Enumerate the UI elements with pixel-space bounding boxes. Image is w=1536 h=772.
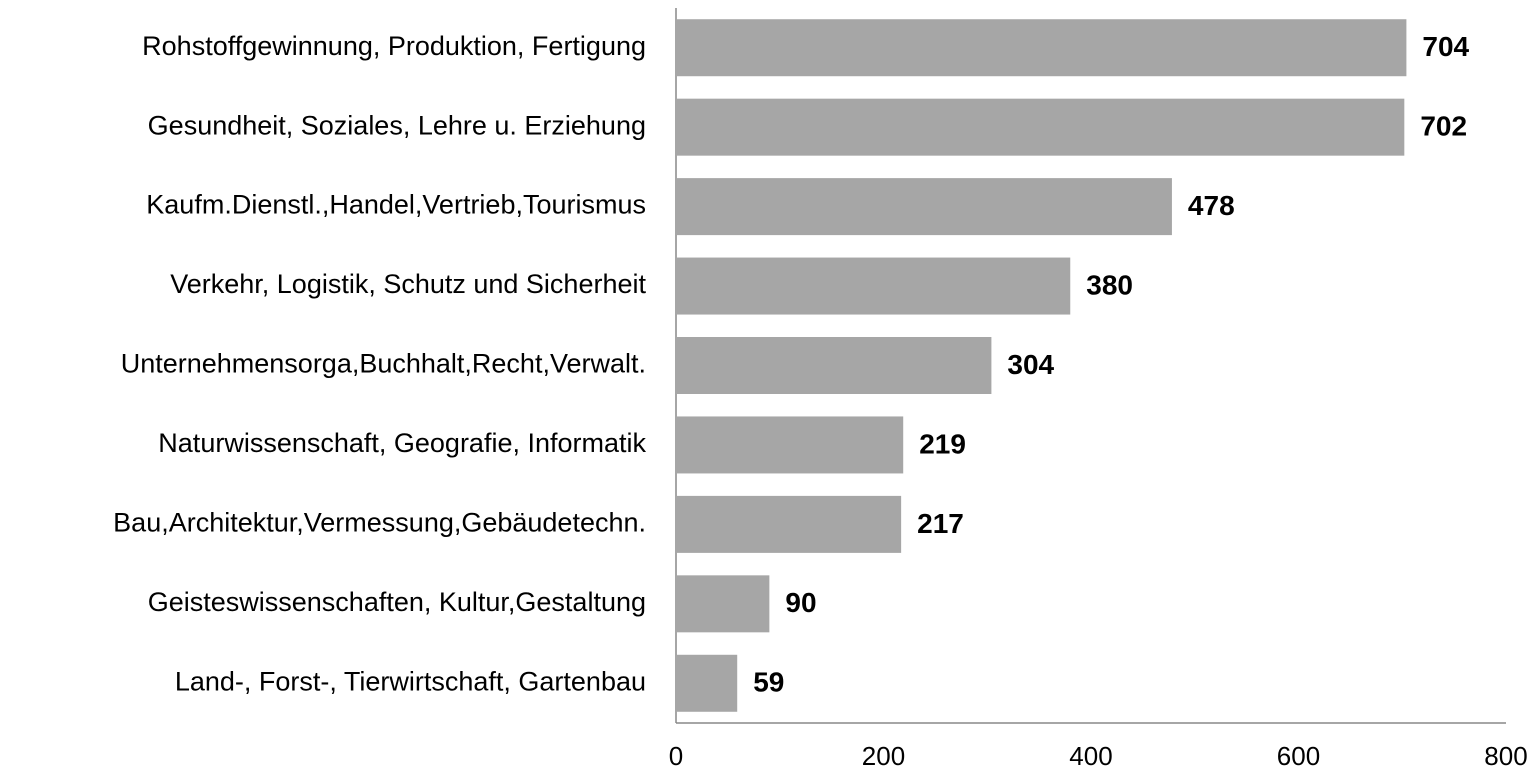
value-label: 304 xyxy=(1007,349,1054,380)
value-label: 59 xyxy=(753,667,784,698)
y-tick-label: Naturwissenschaft, Geografie, Informatik xyxy=(158,428,646,458)
y-tick-label: Kaufm.Dienstl.,Handel,Vertrieb,Tourismus xyxy=(146,190,646,220)
x-tick-label: 200 xyxy=(862,741,905,771)
x-tick-label: 600 xyxy=(1277,741,1320,771)
y-tick-label: Verkehr, Logistik, Schutz und Sicherheit xyxy=(170,269,646,299)
x-tick-label: 0 xyxy=(669,741,683,771)
value-label: 90 xyxy=(785,587,816,618)
value-label: 219 xyxy=(919,428,966,459)
bar xyxy=(676,575,770,633)
y-tick-label: Unternehmensorga,Buchhalt,Recht,Verwalt. xyxy=(121,349,646,379)
y-tick-label: Land-, Forst-, Tierwirtschaft, Gartenbau xyxy=(175,666,646,696)
y-tick-label: Gesundheit, Soziales, Lehre u. Erziehung xyxy=(148,110,646,140)
bar xyxy=(676,416,904,474)
value-label: 380 xyxy=(1086,269,1133,300)
bar xyxy=(676,654,738,712)
value-label: 704 xyxy=(1422,31,1469,62)
bar xyxy=(676,495,902,553)
value-label: 217 xyxy=(917,508,964,539)
y-tick-label: Geisteswissenschaften, Kultur,Gestaltung xyxy=(148,587,646,617)
x-tick-label: 800 xyxy=(1484,741,1527,771)
bar xyxy=(676,178,1172,236)
bar xyxy=(676,337,992,394)
bar xyxy=(676,98,1405,156)
y-tick-label: Bau,Architektur,Vermessung,Gebäudetechn. xyxy=(113,508,646,538)
value-label: 478 xyxy=(1188,190,1235,221)
bar xyxy=(676,19,1407,77)
value-label: 702 xyxy=(1420,111,1467,142)
x-tick-label: 400 xyxy=(1069,741,1112,771)
y-tick-label: Rohstoffgewinnung, Produktion, Fertigung xyxy=(142,31,646,61)
bar xyxy=(676,257,1071,315)
